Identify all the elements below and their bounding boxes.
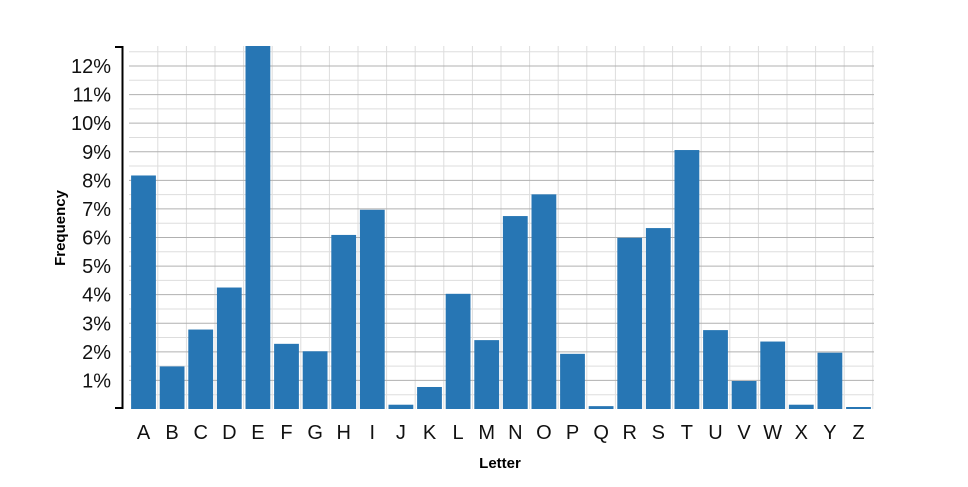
x-tick-label: L (453, 422, 464, 444)
x-tick-label: W (763, 422, 782, 444)
x-tick-label: D (222, 422, 236, 444)
x-tick-label: E (251, 422, 264, 444)
bar-r (617, 237, 643, 409)
x-tick-label: N (508, 422, 522, 444)
x-tick-label: A (137, 422, 151, 444)
x-tick-label: Z (852, 422, 864, 444)
x-tick-label: P (566, 422, 579, 444)
y-tick-label: 1% (82, 370, 111, 392)
y-tick-label: 6% (82, 228, 111, 250)
x-tick-label: Y (823, 422, 836, 444)
bar-p (560, 353, 585, 409)
x-tick-label: I (370, 422, 376, 444)
x-tick-label: F (280, 422, 292, 444)
bar-n (502, 216, 528, 409)
bar-j (388, 404, 414, 409)
tick-labels: A B C D E F G H I J K L M N O P Q R S T U V W X Y Z 1% 2% 3% 4% 5% 6% 7%… (71, 56, 865, 444)
grid-lines (129, 46, 874, 409)
bar-f (274, 343, 299, 409)
bar-h (331, 234, 357, 409)
bar-k (417, 386, 442, 409)
bar-e (245, 46, 271, 409)
y-tick-label: 12% (71, 56, 111, 78)
bar-w (760, 341, 786, 409)
x-tick-label: X (795, 422, 808, 444)
x-axis-label: Letter (479, 455, 521, 472)
bars (131, 46, 871, 409)
y-tick-label: 4% (82, 285, 111, 307)
axes (115, 46, 124, 409)
x-tick-label: C (193, 422, 207, 444)
x-tick-label: B (165, 422, 178, 444)
bar-b (159, 366, 185, 409)
x-tick-label: T (681, 422, 693, 444)
y-tick-label: 9% (82, 142, 111, 164)
x-tick-label: K (423, 422, 437, 444)
bar-z (846, 406, 871, 409)
y-tick-label: 7% (82, 199, 111, 221)
bar-c (188, 329, 214, 409)
bar-m (474, 340, 500, 409)
bar-i (359, 209, 385, 409)
x-tick-label: U (708, 422, 722, 444)
y-axis-label: Frequency (52, 189, 69, 266)
bar-q (588, 406, 614, 409)
x-tick-label: J (396, 422, 406, 444)
x-tick-label: R (622, 422, 636, 444)
y-tick-label: 5% (82, 256, 111, 278)
bar-o (531, 194, 557, 409)
bar-y (817, 352, 843, 409)
x-tick-label: Q (593, 422, 609, 444)
x-tick-label: S (652, 422, 665, 444)
y-tick-label: 3% (82, 313, 111, 335)
bar-d (216, 287, 242, 409)
x-tick-label: H (336, 422, 350, 444)
bar-u (703, 330, 728, 409)
x-tick-label: O (536, 422, 552, 444)
y-tick-label: 11% (72, 85, 111, 107)
bar-x (788, 404, 814, 409)
bar-g (302, 351, 328, 409)
bar-l (445, 293, 471, 409)
bar-a (131, 175, 156, 409)
bar-s (645, 228, 671, 409)
bar-t (674, 150, 700, 409)
y-tick-label: 2% (82, 342, 111, 364)
y-tick-label: 8% (82, 170, 111, 192)
x-tick-label: V (737, 422, 751, 444)
y-tick-label: 10% (71, 113, 111, 135)
bar-v (731, 380, 757, 409)
x-tick-label: M (478, 422, 495, 444)
x-tick-label: G (307, 422, 323, 444)
